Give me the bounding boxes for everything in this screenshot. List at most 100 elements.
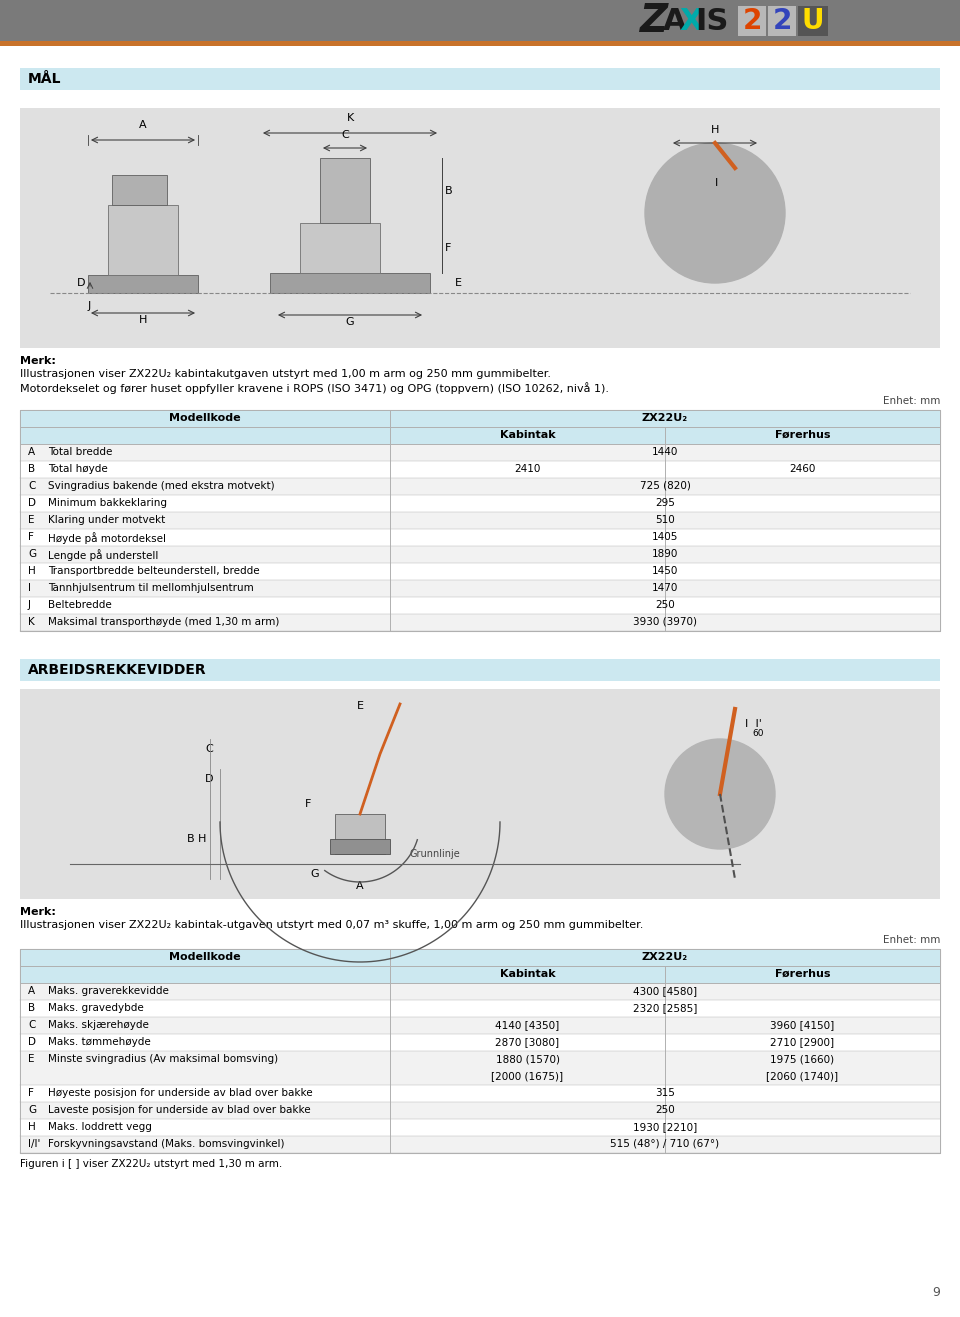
Text: 315: 315 xyxy=(655,1088,675,1098)
Text: 2460: 2460 xyxy=(789,464,816,474)
Text: B: B xyxy=(187,834,195,844)
Bar xyxy=(20,461,940,478)
Bar xyxy=(20,614,940,631)
Text: G: G xyxy=(346,317,354,327)
Text: U: U xyxy=(802,7,825,36)
Text: K: K xyxy=(28,616,35,627)
Bar xyxy=(20,68,940,90)
Text: I': I' xyxy=(752,719,762,730)
Text: 2870 [3080]: 2870 [3080] xyxy=(495,1036,560,1047)
Text: 2: 2 xyxy=(772,7,792,36)
Text: A: A xyxy=(356,881,364,892)
Bar xyxy=(0,41,960,46)
Bar xyxy=(768,7,796,36)
Text: 250: 250 xyxy=(655,601,675,610)
Text: Lengde på understell: Lengde på understell xyxy=(48,549,158,561)
Text: I: I xyxy=(715,178,718,188)
Text: Maks. tømmehøyde: Maks. tømmehøyde xyxy=(48,1036,151,1047)
Text: Forskyvningsavstand (Maks. bomsvingvinkel): Forskyvningsavstand (Maks. bomsvingvinke… xyxy=(48,1139,284,1148)
Text: F: F xyxy=(305,799,311,809)
Text: Høyeste posisjon for underside av blad over bakke: Høyeste posisjon for underside av blad o… xyxy=(48,1088,313,1098)
Text: 725 (820): 725 (820) xyxy=(639,481,690,491)
Bar xyxy=(330,839,390,853)
Text: Z: Z xyxy=(640,3,668,40)
Bar xyxy=(20,410,390,427)
Text: 2320 [2585]: 2320 [2585] xyxy=(633,1004,697,1013)
Text: 2710 [2900]: 2710 [2900] xyxy=(771,1036,834,1047)
Text: 2410: 2410 xyxy=(515,464,540,474)
Text: B: B xyxy=(445,186,452,196)
Bar xyxy=(665,965,940,982)
Bar xyxy=(20,950,940,1152)
Text: 1405: 1405 xyxy=(652,532,678,543)
Circle shape xyxy=(645,144,785,283)
Text: B: B xyxy=(28,464,36,474)
Text: Førerhus: Førerhus xyxy=(775,429,830,440)
Text: Maks. graverekkevidde: Maks. graverekkevidde xyxy=(48,986,169,996)
Bar xyxy=(20,1000,940,1017)
Text: ZX22U₂: ZX22U₂ xyxy=(642,952,688,961)
Bar xyxy=(20,1017,940,1034)
Bar xyxy=(738,7,766,36)
Text: 1890: 1890 xyxy=(652,549,678,558)
Text: A: A xyxy=(28,446,36,457)
Text: I: I xyxy=(745,719,748,730)
Bar xyxy=(20,982,940,1000)
Text: A: A xyxy=(663,7,686,36)
Bar xyxy=(390,410,940,427)
Bar xyxy=(20,427,390,444)
Text: 250: 250 xyxy=(655,1105,675,1115)
Bar xyxy=(20,529,940,547)
Text: Enhet: mm: Enhet: mm xyxy=(882,396,940,406)
Text: D: D xyxy=(205,774,213,784)
Text: X: X xyxy=(679,7,703,36)
Text: 1450: 1450 xyxy=(652,566,678,576)
Text: 1975 (1660): 1975 (1660) xyxy=(771,1054,834,1064)
Text: C: C xyxy=(28,1019,36,1030)
Text: A: A xyxy=(28,986,36,996)
Bar xyxy=(112,175,167,205)
Text: 515 (48°) / 710 (67°): 515 (48°) / 710 (67°) xyxy=(611,1139,720,1148)
Text: H: H xyxy=(28,566,36,576)
Bar xyxy=(270,273,430,292)
Text: Høyde på motordeksel: Høyde på motordeksel xyxy=(48,532,166,544)
Text: F: F xyxy=(445,244,451,253)
Text: Illustrasjonen viser ZX22U₂ kabintakutgaven utstyrt med 1,00 m arm og 250 mm gum: Illustrasjonen viser ZX22U₂ kabintakutga… xyxy=(20,369,551,379)
Text: Minste svingradius (Av maksimal bomsving): Minste svingradius (Av maksimal bomsving… xyxy=(48,1054,278,1064)
Text: Beltebredde: Beltebredde xyxy=(48,601,111,610)
Text: Maks. skjærehøyde: Maks. skjærehøyde xyxy=(48,1019,149,1030)
Text: 3930 (3970): 3930 (3970) xyxy=(633,616,697,627)
Bar xyxy=(20,950,390,965)
Text: MÅL: MÅL xyxy=(28,72,61,86)
Text: 295: 295 xyxy=(655,498,675,508)
Text: E: E xyxy=(455,278,462,288)
Text: E: E xyxy=(356,701,364,711)
Text: E: E xyxy=(28,515,35,525)
Text: ARBEIDSREKKEVIDDER: ARBEIDSREKKEVIDDER xyxy=(28,662,206,677)
Bar xyxy=(108,205,178,275)
Bar xyxy=(335,814,385,853)
Bar xyxy=(390,965,665,982)
Text: B: B xyxy=(28,1004,36,1013)
Text: Enhet: mm: Enhet: mm xyxy=(882,935,940,946)
Bar xyxy=(300,223,380,273)
Text: Illustrasjonen viser ZX22U₂ kabintak-utgaven utstyrt med 0,07 m³ skuffe, 1,00 m : Illustrasjonen viser ZX22U₂ kabintak-utg… xyxy=(20,921,643,930)
Text: Modellkode: Modellkode xyxy=(169,414,241,423)
Bar xyxy=(20,547,940,562)
Text: Kabintak: Kabintak xyxy=(500,969,555,979)
Text: G: G xyxy=(310,869,319,878)
Bar xyxy=(20,1102,940,1119)
Text: Førerhus: Førerhus xyxy=(775,969,830,979)
Text: Tannhjulsentrum til mellomhjulsentrum: Tannhjulsentrum til mellomhjulsentrum xyxy=(48,583,253,593)
Bar xyxy=(20,108,940,348)
Text: H: H xyxy=(139,315,147,325)
Text: Grunnlinje: Grunnlinje xyxy=(410,849,461,859)
Text: I/I': I/I' xyxy=(28,1139,40,1148)
Text: K: K xyxy=(347,113,353,122)
Text: Figuren i [ ] viser ZX22U₂ utstyrt med 1,30 m arm.: Figuren i [ ] viser ZX22U₂ utstyrt med 1… xyxy=(20,1159,282,1169)
Text: H: H xyxy=(710,125,719,136)
Bar xyxy=(20,444,940,461)
Text: J: J xyxy=(28,601,31,610)
Bar xyxy=(20,1085,940,1102)
Text: C: C xyxy=(205,744,213,755)
